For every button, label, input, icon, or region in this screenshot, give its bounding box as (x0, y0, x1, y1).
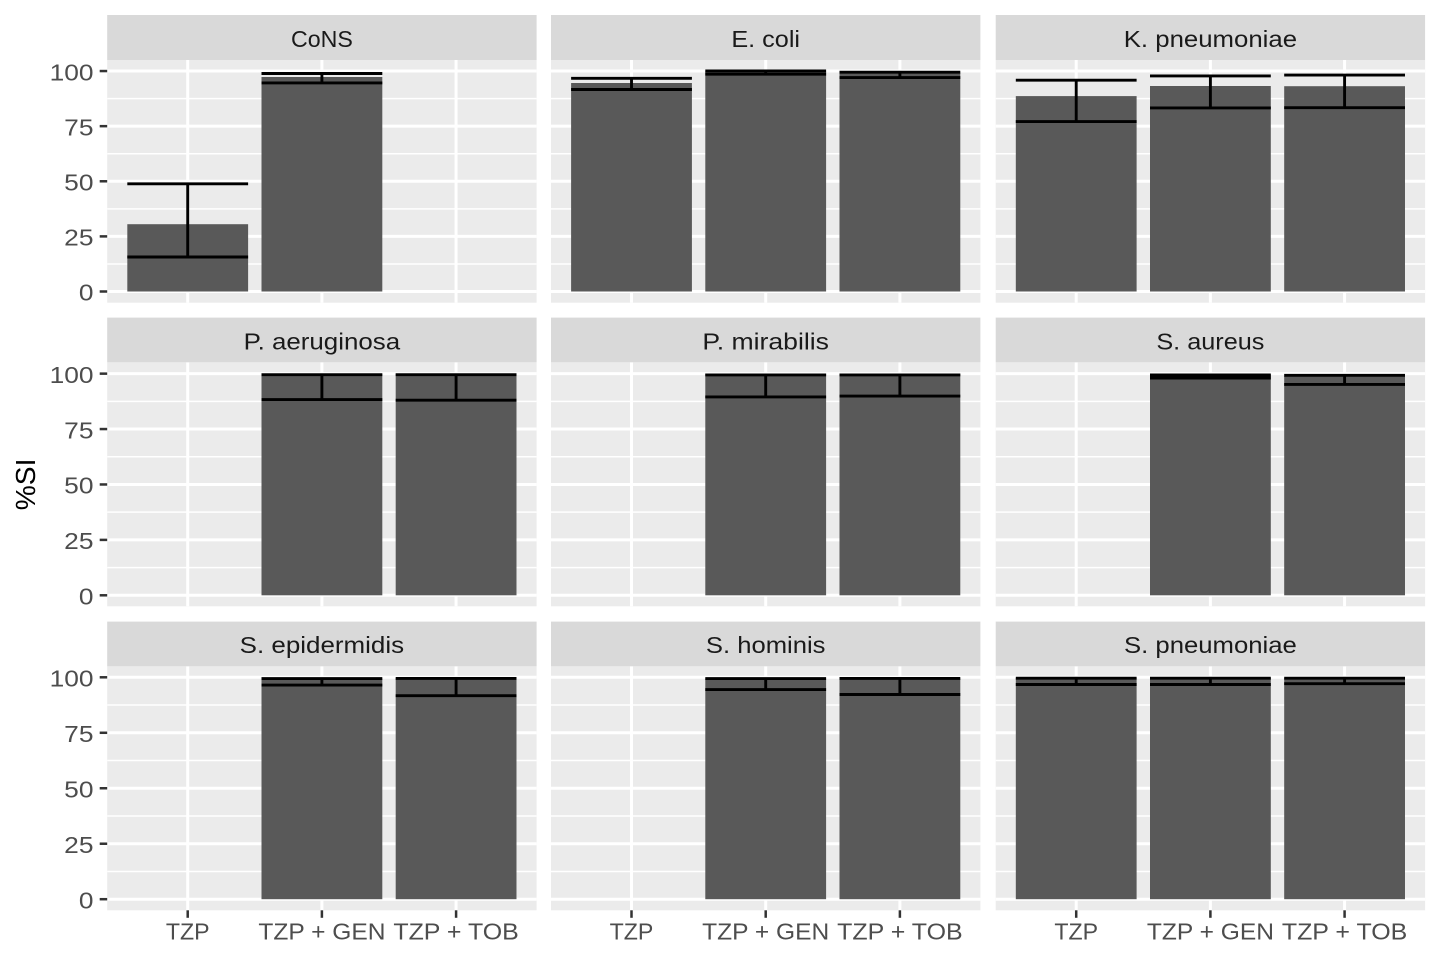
svg-text:0: 0 (79, 584, 94, 610)
svg-text:75: 75 (64, 114, 93, 140)
svg-text:25: 25 (64, 832, 93, 858)
svg-text:P. aeruginosa: P. aeruginosa (244, 328, 402, 354)
svg-text:TZP + TOB: TZP + TOB (1282, 918, 1408, 944)
svg-text:TZP + TOB: TZP + TOB (837, 918, 963, 944)
svg-text:S. aureus: S. aureus (1156, 328, 1264, 354)
svg-text:50: 50 (64, 169, 93, 195)
svg-text:25: 25 (64, 528, 93, 554)
svg-text:100: 100 (50, 666, 94, 692)
svg-text:%SI: %SI (10, 459, 41, 511)
svg-text:K. pneumoniae: K. pneumoniae (1124, 26, 1297, 52)
svg-text:S. epidermidis: S. epidermidis (240, 632, 404, 658)
svg-text:P. mirabilis: P. mirabilis (702, 328, 829, 354)
svg-text:S. pneumoniae: S. pneumoniae (1124, 632, 1297, 658)
svg-text:TZP: TZP (166, 918, 210, 944)
svg-text:S. hominis: S. hominis (706, 632, 826, 658)
svg-text:75: 75 (64, 721, 93, 747)
svg-text:TZP + TOB: TZP + TOB (393, 918, 519, 944)
svg-text:TZP + GEN: TZP + GEN (1147, 918, 1274, 944)
svg-text:50: 50 (64, 776, 93, 802)
svg-text:TZP: TZP (610, 918, 654, 944)
svg-text:50: 50 (64, 473, 93, 499)
svg-text:TZP: TZP (1054, 918, 1098, 944)
svg-text:TZP + GEN: TZP + GEN (258, 918, 385, 944)
svg-text:0: 0 (79, 280, 94, 306)
svg-text:E. coli: E. coli (731, 26, 800, 52)
svg-text:100: 100 (50, 59, 94, 85)
svg-text:0: 0 (79, 887, 94, 913)
svg-text:TZP + GEN: TZP + GEN (702, 918, 829, 944)
svg-text:CoNS: CoNS (291, 26, 353, 52)
svg-text:100: 100 (50, 362, 94, 388)
svg-text:25: 25 (64, 225, 93, 251)
svg-text:75: 75 (64, 417, 93, 443)
